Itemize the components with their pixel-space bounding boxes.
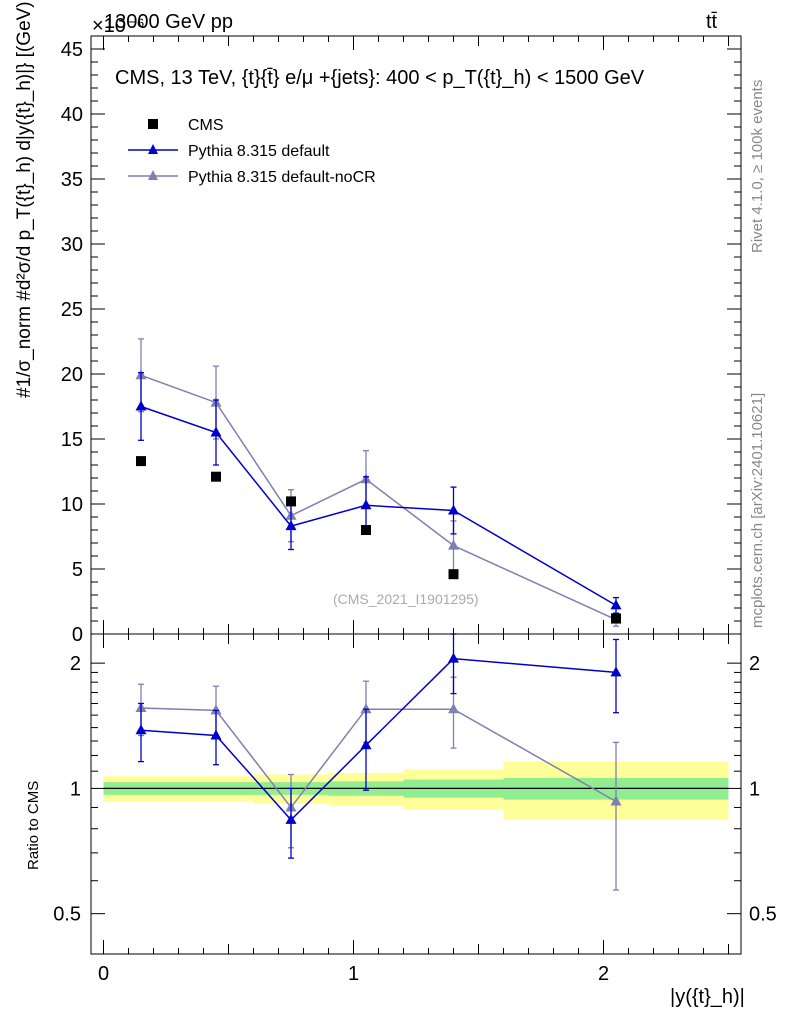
default-marker xyxy=(610,599,622,610)
ratio-y-tick-label-right: 0.5 xyxy=(749,904,777,926)
ratio-nocr-marker xyxy=(360,703,372,714)
legend-nocr-marker xyxy=(148,170,158,180)
x-tick-label: 2 xyxy=(598,963,609,985)
main-y-tick-label: 40 xyxy=(61,104,83,126)
main-y-axis-title: #1/σ_norm #d²σ/d p_T({t}_h) d|y({t}_h)|}… xyxy=(14,0,35,398)
ratio-default-marker xyxy=(360,739,372,750)
main-y-tick-label: 15 xyxy=(61,429,83,451)
ratio-nocr-marker xyxy=(610,795,622,806)
ratio-nocr-marker xyxy=(210,704,222,715)
cms-marker xyxy=(361,525,371,535)
cms-marker xyxy=(136,456,146,467)
main-y-tick-label: 25 xyxy=(61,299,83,321)
default-line xyxy=(140,405,617,607)
main-y-tick-label: 5 xyxy=(72,559,83,581)
main-y-tick-label: 0 xyxy=(72,624,83,646)
rivet-label: Rivet 4.1.0, ≥ 100k events xyxy=(749,80,766,253)
main-y-tick-label: 30 xyxy=(61,234,83,256)
default-marker xyxy=(135,400,147,411)
default-marker xyxy=(360,499,372,510)
default-marker xyxy=(448,504,459,515)
ratio-y-tick-label: 1 xyxy=(70,778,81,800)
x-tick-label: 0 xyxy=(98,963,109,985)
ratio-y-tick-label: 0.5 xyxy=(53,904,81,926)
header-exponent: ×10⁻⁶ xyxy=(92,15,145,37)
legend-default-label: Pythia 8.315 default xyxy=(188,143,330,160)
default-marker xyxy=(210,426,222,437)
header-process: tt̄ xyxy=(706,11,718,33)
ratio-default-marker xyxy=(135,724,147,735)
x-tick-label: 1 xyxy=(348,963,359,985)
header-energy: 13000 GeV pp xyxy=(104,11,233,33)
legend-cms-marker xyxy=(148,119,158,129)
mcplots-label: mcplots.cern.ch [arXiv:2401.10621] xyxy=(749,393,766,628)
default-marker xyxy=(285,520,297,531)
ratio-panel: 0 1 2 0.5 0.5 1 1 2 2 xyxy=(53,633,777,985)
ratio-default-marker xyxy=(210,729,222,740)
ratio-default-marker xyxy=(610,666,622,677)
main-y-tick-label: 45 xyxy=(61,39,83,61)
ratio-y-tick-label-right: 1 xyxy=(749,778,760,800)
cms-marker xyxy=(611,613,621,624)
nocr-marker xyxy=(448,539,459,550)
ratio-default-line xyxy=(140,657,617,822)
main-y-tick-label: 10 xyxy=(61,494,83,516)
nocr-line xyxy=(140,374,617,621)
legend-nocr-label: Pythia 8.315 default-noCR xyxy=(188,169,376,186)
cms-marker xyxy=(211,471,221,482)
watermark: (CMS_2021_I1901295) xyxy=(333,591,479,607)
main-y-tick-label: 35 xyxy=(61,169,83,191)
x-axis-title: |y({t}_h)| xyxy=(670,986,745,1008)
ratio-y-tick-label: 2 xyxy=(70,653,81,675)
cms-marker xyxy=(286,496,296,507)
ratio-default-marker xyxy=(448,652,459,663)
legend-default-marker xyxy=(148,144,158,154)
cms-marker xyxy=(448,569,459,580)
main-panel: 0 5 10 15 20 25 30 35 40 45 CMS, 13 TeV, {t}{t̄} … xyxy=(61,35,742,646)
main-y-tick-label: 20 xyxy=(61,364,83,386)
ratio-frame xyxy=(90,633,742,955)
ratio-nocr-line xyxy=(140,707,617,809)
ratio-nocr-marker xyxy=(448,703,459,714)
ratio-y-axis-title: Ratio to CMS xyxy=(25,781,42,870)
legend: CMS Pythia 8.315 default Pythia 8.315 de… xyxy=(128,117,376,186)
legend-cms-label: CMS xyxy=(188,117,224,134)
ratio-y-tick-label-right: 2 xyxy=(749,653,760,675)
chart-title: CMS, 13 TeV, {t}{t̄} e/μ +{jets}: 400 < … xyxy=(115,67,645,89)
ratio-default-marker xyxy=(285,813,297,824)
